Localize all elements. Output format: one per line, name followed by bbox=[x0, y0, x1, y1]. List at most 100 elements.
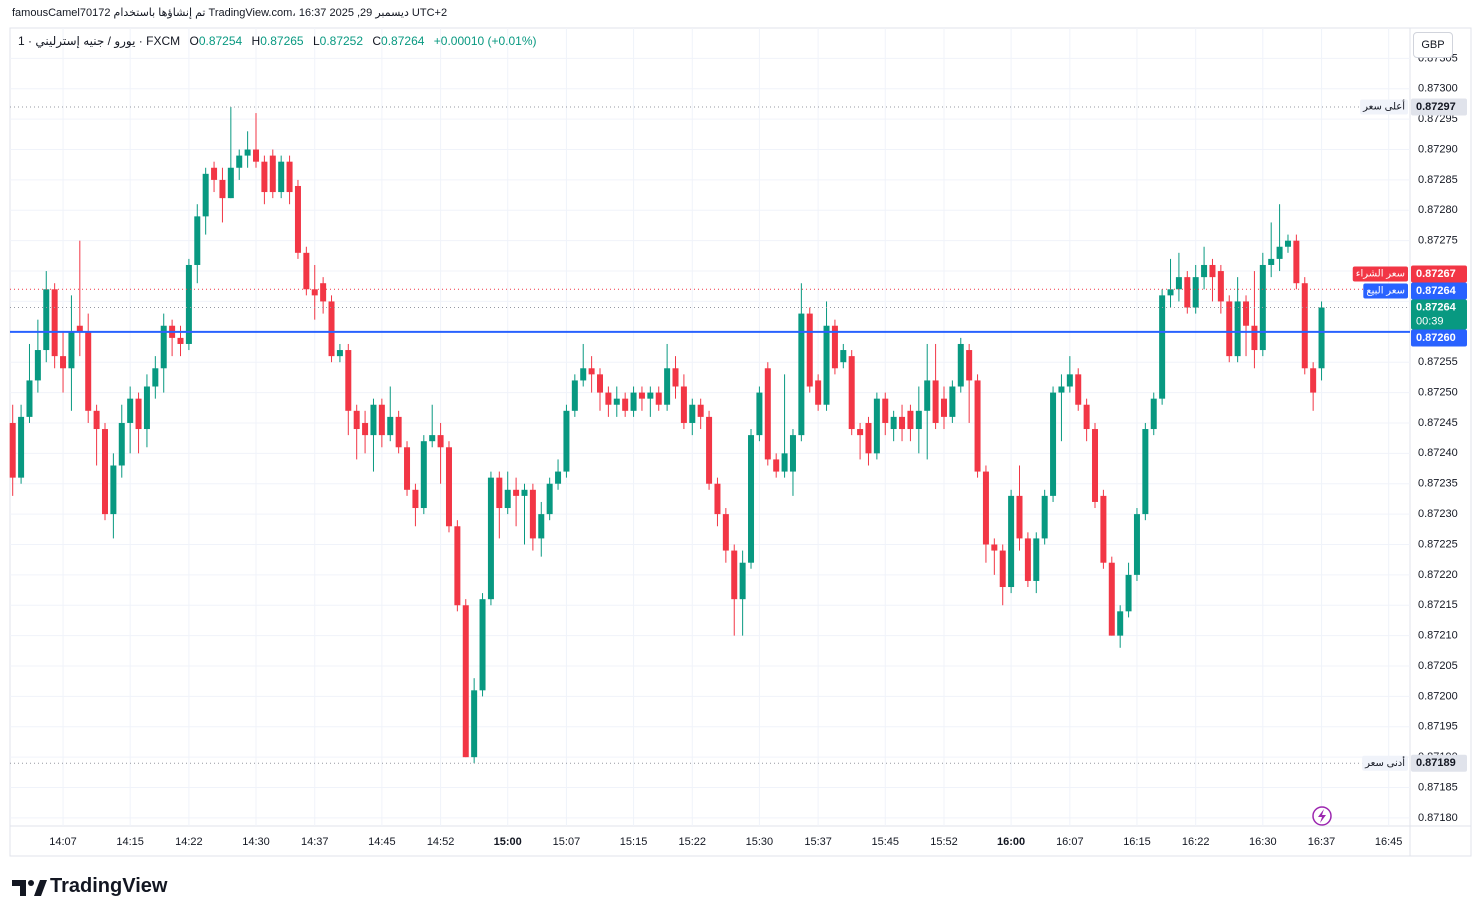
x-tick-label: 16:00 bbox=[997, 836, 1025, 848]
candle-body bbox=[43, 289, 50, 351]
y-tick-label: 0.87230 bbox=[1418, 508, 1458, 520]
y-tick-label: 0.87225 bbox=[1418, 538, 1458, 550]
x-tick-label: 16:45 bbox=[1375, 836, 1403, 848]
candle-body bbox=[253, 149, 260, 162]
price-label-box bbox=[1411, 299, 1467, 330]
candle-body bbox=[412, 489, 419, 509]
price-label-box bbox=[1411, 265, 1467, 283]
candle-body bbox=[907, 410, 914, 430]
candle-body bbox=[890, 416, 897, 430]
overlay: 0.87297 أعلى سعر 0.87189 أدنى سعر 0.87264 00:… bbox=[10, 98, 1467, 772]
candle-body bbox=[1016, 495, 1023, 539]
candle-body bbox=[638, 392, 645, 399]
candle-body bbox=[1284, 240, 1291, 247]
candle-body bbox=[982, 471, 989, 545]
candle-body bbox=[437, 435, 444, 448]
price-line-name-box bbox=[1360, 99, 1408, 115]
candle-body bbox=[739, 562, 746, 600]
candle-body bbox=[957, 343, 964, 387]
candle-body bbox=[1133, 514, 1140, 575]
candle-body bbox=[236, 155, 243, 168]
candle-body bbox=[362, 422, 369, 436]
candle-body bbox=[697, 404, 704, 417]
y-tick-label: 0.87280 bbox=[1418, 204, 1458, 216]
candle-body bbox=[546, 483, 553, 515]
candle-body bbox=[999, 550, 1006, 588]
candle-body bbox=[940, 398, 947, 417]
candle-body bbox=[294, 185, 301, 253]
x-tick-label: 14:07 bbox=[49, 836, 77, 848]
x-tick-label: 15:00 bbox=[494, 836, 522, 848]
candle-body bbox=[848, 356, 855, 430]
y-tick-label: 0.87180 bbox=[1418, 812, 1458, 824]
candle-body bbox=[445, 447, 452, 527]
ohlc-value: 0.87265 bbox=[260, 34, 304, 48]
candle-body bbox=[370, 404, 377, 436]
x-tick-label: 14:30 bbox=[242, 836, 270, 848]
candle-body bbox=[605, 392, 612, 405]
candle-body bbox=[1092, 429, 1099, 502]
lightning-icon[interactable] bbox=[1312, 806, 1332, 826]
candle-body bbox=[429, 435, 436, 442]
candle-body bbox=[731, 550, 738, 600]
logo-icon bbox=[12, 880, 47, 896]
candle-body bbox=[924, 380, 931, 411]
candle-body bbox=[336, 350, 343, 357]
candle-body bbox=[34, 350, 41, 381]
y-tick-label: 0.87275 bbox=[1418, 235, 1458, 247]
x-tick-label: 16:07 bbox=[1056, 836, 1084, 848]
candle-body bbox=[1108, 562, 1115, 636]
header: famousCamel70172 تم إنشاؤها باستخدام Tra… bbox=[12, 7, 448, 19]
candle-body bbox=[1066, 374, 1073, 387]
candle-body bbox=[840, 350, 847, 363]
y-tick-label: 0.87245 bbox=[1418, 417, 1458, 429]
candle-body bbox=[152, 368, 159, 387]
y-tick-label: 0.87240 bbox=[1418, 447, 1458, 459]
candle-body bbox=[1117, 611, 1124, 636]
candle-body bbox=[244, 149, 251, 156]
candle-body bbox=[101, 429, 108, 515]
x-tick-label: 16:37 bbox=[1308, 836, 1336, 848]
x-tick-label: 15:37 bbox=[804, 836, 832, 848]
price-line-name: أعلى سعر bbox=[1362, 100, 1405, 113]
y-tick-label: 0.87290 bbox=[1418, 143, 1458, 155]
candle-body bbox=[513, 489, 520, 496]
y-tick-label: 0.87255 bbox=[1418, 356, 1458, 368]
candle-body bbox=[815, 380, 822, 405]
price-label-box bbox=[1411, 754, 1467, 772]
y-tick-label: 0.87215 bbox=[1418, 599, 1458, 611]
candle-body bbox=[1167, 289, 1174, 296]
candle-body bbox=[1301, 283, 1308, 369]
price-label: 0.87189 bbox=[1416, 757, 1456, 769]
candle-body bbox=[915, 410, 922, 430]
price-label-box bbox=[1411, 329, 1467, 347]
x-tick-label: 14:15 bbox=[116, 836, 144, 848]
x-tick-label: 15:52 bbox=[930, 836, 958, 848]
x-tick-label: 14:45 bbox=[368, 836, 396, 848]
candle-body bbox=[487, 477, 494, 600]
logo: TradingView bbox=[50, 875, 168, 897]
candle-body bbox=[1058, 386, 1065, 393]
candle-body bbox=[26, 380, 33, 417]
candle-body bbox=[9, 422, 16, 478]
candle-body bbox=[395, 416, 402, 448]
candle-body bbox=[345, 350, 352, 411]
candle-body bbox=[1142, 429, 1149, 515]
candle-body bbox=[227, 167, 234, 199]
y-tick-label: 0.87295 bbox=[1418, 113, 1458, 125]
candle-body bbox=[286, 161, 293, 193]
candle-body bbox=[462, 605, 469, 758]
ohlc-label: O bbox=[189, 34, 199, 48]
candle-body bbox=[278, 161, 285, 193]
candle-body bbox=[420, 441, 427, 509]
candle-body bbox=[118, 422, 125, 466]
candle-body bbox=[1175, 277, 1182, 290]
currency-button[interactable]: GBP bbox=[1413, 32, 1453, 58]
candle-body bbox=[748, 435, 755, 563]
y-tick-label: 0.87250 bbox=[1418, 386, 1458, 398]
candle-body bbox=[68, 331, 75, 369]
candle-body bbox=[311, 289, 318, 296]
candle-body bbox=[202, 173, 209, 217]
candle-body bbox=[647, 392, 654, 399]
